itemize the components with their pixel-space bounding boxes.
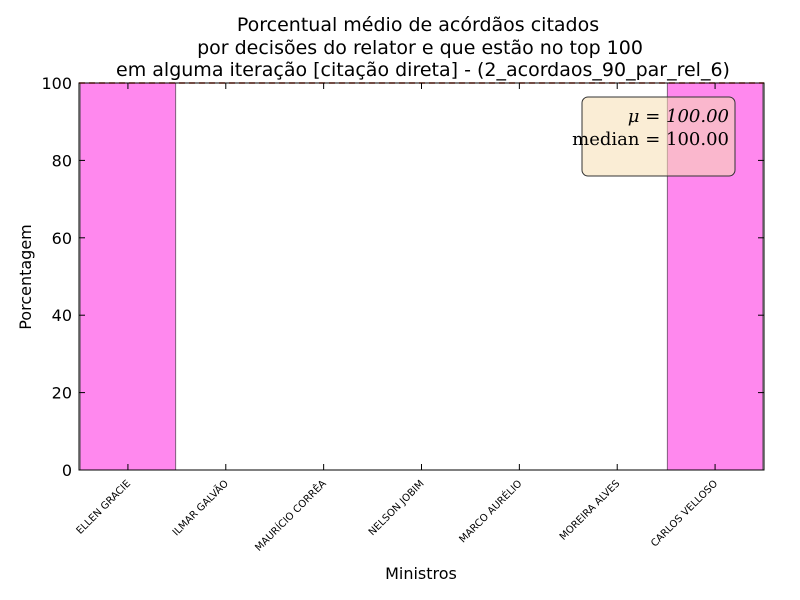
chart-title-line-3: em alguma iteração [citação direta] - (2… bbox=[116, 59, 730, 81]
x-tick-label-4: MARCO AURÉLIO bbox=[456, 477, 525, 546]
x-tick-label-5: MOREIRA ALVES bbox=[558, 478, 622, 542]
chart-title-line-1: Porcentual médio de acórdãos citados bbox=[237, 14, 599, 36]
chart-title-line-2: por decisões do relator e que estão no t… bbox=[197, 37, 643, 59]
chart-title: Porcentual médio de acórdãos citados por… bbox=[116, 14, 730, 81]
stats-box-background bbox=[581, 96, 736, 177]
y-axis-ticks: 0 20 40 60 80 100 bbox=[41, 74, 764, 480]
y-axis-label: Porcentagem bbox=[16, 224, 35, 330]
x-tick-label-6: CARLOS VELLOSO bbox=[649, 478, 720, 549]
y-tick-label-3: 60 bbox=[52, 229, 72, 248]
x-tick-label-3: NELSON JOBIM bbox=[367, 478, 427, 538]
x-tick-label-2: MAURÍCIO CORRÊA bbox=[252, 477, 329, 554]
stats-median-text: median = 100.00 bbox=[572, 129, 729, 150]
y-tick-label-1: 20 bbox=[52, 384, 72, 403]
y-tick-label-0: 0 bbox=[62, 461, 72, 480]
stats-mean-text: μ = 100.00 bbox=[628, 106, 729, 127]
y-tick-label-5: 100 bbox=[41, 74, 72, 93]
y-tick-label-4: 80 bbox=[52, 151, 72, 170]
bar-0 bbox=[79, 82, 177, 471]
y-tick-label-2: 40 bbox=[52, 306, 72, 325]
x-tick-label-1: ILMAR GALVÃO bbox=[169, 477, 231, 539]
x-tick-label-0: ELLEN GRACIE bbox=[75, 478, 133, 536]
x-axis-label: Ministros bbox=[385, 564, 457, 583]
stats-box: μ = 100.00 median = 100.00 bbox=[572, 96, 736, 177]
